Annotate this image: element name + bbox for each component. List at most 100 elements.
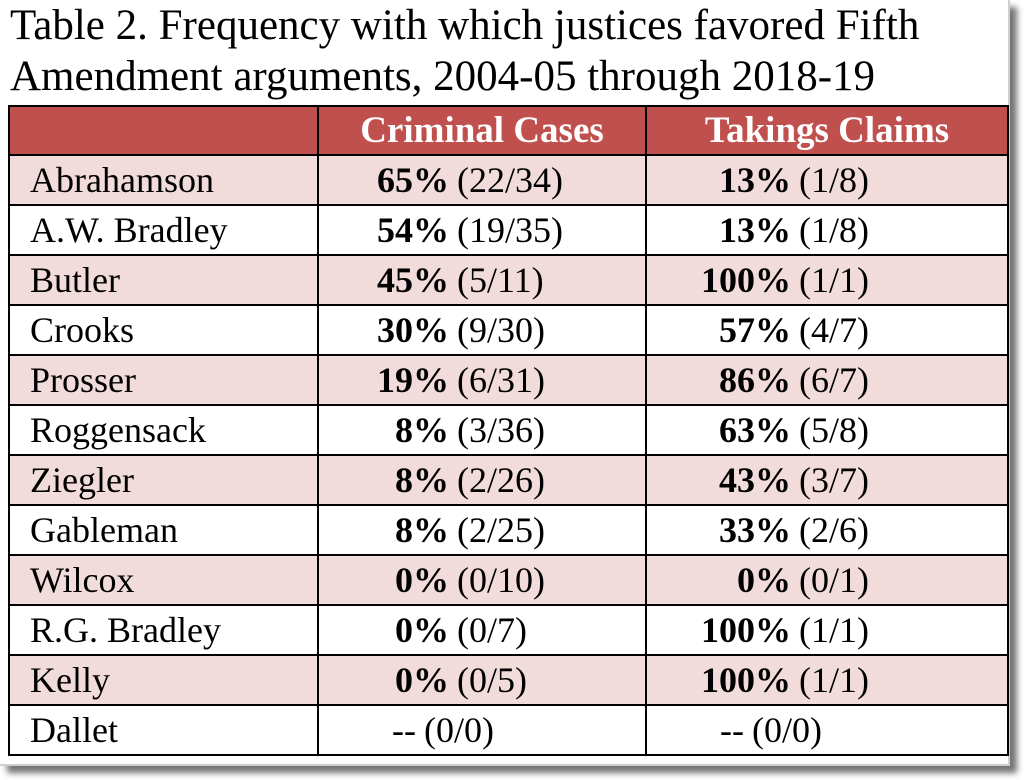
fraction-value: (19/35) [457, 210, 563, 250]
fraction-value: (0/7) [457, 610, 527, 650]
criminal-cases-cell: 0% (0/7) [317, 604, 647, 656]
table-figure: Table 2. Frequency with which justices f… [0, 0, 1010, 766]
justice-name: Wilcox [8, 554, 319, 606]
percent-value: -- [392, 710, 416, 750]
fraction-value: (5/11) [457, 260, 544, 300]
justice-name: A.W. Bradley [8, 204, 319, 256]
table-title: Table 2. Frequency with which justices f… [10, 0, 1005, 102]
justice-name: Abrahamson [8, 154, 319, 206]
percent-value: 0% [395, 610, 449, 650]
percent-value: 8% [395, 510, 449, 550]
percent-value: 13% [719, 160, 791, 200]
table-row: A.W. Bradley 54% (19/35) 13% (1/8) [8, 204, 1009, 256]
justice-name: Roggensack [8, 404, 319, 456]
fraction-value: (0/5) [457, 660, 527, 700]
percent-value: 19% [377, 360, 449, 400]
percent-value: 43% [719, 460, 791, 500]
fraction-value: (1/1) [799, 260, 869, 300]
percent-value: 54% [377, 210, 449, 250]
percent-value: 0% [395, 660, 449, 700]
table-row: Dallet -- (0/0) -- (0/0) [8, 704, 1009, 756]
justice-name: Gableman [8, 504, 319, 556]
fraction-value: (0/10) [457, 560, 545, 600]
percent-value: 86% [719, 360, 791, 400]
percent-value: 8% [395, 460, 449, 500]
criminal-cases-cell: -- (0/0) [317, 704, 647, 756]
takings-claims-cell: -- (0/0) [645, 704, 1009, 756]
fraction-value: (1/1) [799, 610, 869, 650]
justice-name: Kelly [8, 654, 319, 706]
percent-value: 8% [395, 410, 449, 450]
takings-claims-cell: 0% (0/1) [645, 554, 1009, 606]
percent-value: 13% [719, 210, 791, 250]
percent-value: 100% [701, 660, 791, 700]
fraction-value: (0/0) [752, 710, 822, 750]
header-takings-claims: Takings Claims [645, 105, 1009, 156]
criminal-cases-cell: 30% (9/30) [317, 304, 647, 356]
justice-name: Dallet [8, 704, 319, 756]
criminal-cases-cell: 19% (6/31) [317, 354, 647, 406]
percent-value: 57% [719, 310, 791, 350]
fraction-value: (9/30) [457, 310, 545, 350]
takings-claims-cell: 100% (1/1) [645, 604, 1009, 656]
criminal-cases-cell: 8% (2/25) [317, 504, 647, 556]
takings-claims-cell: 57% (4/7) [645, 304, 1009, 356]
fraction-value: (22/34) [457, 160, 563, 200]
table-row: R.G. Bradley 0% (0/7) 100% (1/1) [8, 604, 1009, 656]
header-criminal-cases: Criminal Cases [317, 105, 647, 156]
percent-value: 100% [701, 610, 791, 650]
criminal-cases-cell: 8% (2/26) [317, 454, 647, 506]
table-row: Prosser 19% (6/31) 86% (6/7) [8, 354, 1009, 406]
justice-name: Crooks [8, 304, 319, 356]
fraction-value: (1/8) [799, 160, 869, 200]
criminal-cases-cell: 0% (0/10) [317, 554, 647, 606]
table-row: Ziegler 8% (2/26) 43% (3/7) [8, 454, 1009, 506]
fraction-value: (1/1) [799, 660, 869, 700]
percent-value: 30% [377, 310, 449, 350]
justice-name: Ziegler [8, 454, 319, 506]
takings-claims-cell: 13% (1/8) [645, 154, 1009, 206]
fraction-value: (0/0) [424, 710, 494, 750]
fraction-value: (4/7) [799, 310, 869, 350]
justices-table: Criminal Cases Takings Claims Abrahamson… [8, 105, 1009, 756]
header-justice [8, 105, 319, 156]
takings-claims-cell: 100% (1/1) [645, 654, 1009, 706]
criminal-cases-cell: 45% (5/11) [317, 254, 647, 306]
takings-claims-cell: 63% (5/8) [645, 404, 1009, 456]
percent-value: 0% [395, 560, 449, 600]
percent-value: 45% [377, 260, 449, 300]
fraction-value: (2/6) [799, 510, 869, 550]
takings-claims-cell: 86% (6/7) [645, 354, 1009, 406]
fraction-value: (6/7) [799, 360, 869, 400]
criminal-cases-cell: 0% (0/5) [317, 654, 647, 706]
table-title-line-2: Amendment arguments, 2004-05 through 201… [10, 53, 876, 100]
fraction-value: (2/26) [457, 460, 545, 500]
table-row: Kelly 0% (0/5) 100% (1/1) [8, 654, 1009, 706]
table-row: Roggensack 8% (3/36) 63% (5/8) [8, 404, 1009, 456]
table-row: Crooks 30% (9/30) 57% (4/7) [8, 304, 1009, 356]
fraction-value: (1/8) [799, 210, 869, 250]
takings-claims-cell: 13% (1/8) [645, 204, 1009, 256]
table-row: Gableman 8% (2/25) 33% (2/6) [8, 504, 1009, 556]
table-row: Butler 45% (5/11) 100% (1/1) [8, 254, 1009, 306]
takings-claims-cell: 43% (3/7) [645, 454, 1009, 506]
percent-value: -- [720, 710, 744, 750]
table-title-line-1: Table 2. Frequency with which justices f… [10, 2, 920, 49]
criminal-cases-cell: 8% (3/36) [317, 404, 647, 456]
justice-name: R.G. Bradley [8, 604, 319, 656]
fraction-value: (5/8) [799, 410, 869, 450]
criminal-cases-cell: 54% (19/35) [317, 204, 647, 256]
fraction-value: (2/25) [457, 510, 545, 550]
table-row: Abrahamson 65% (22/34) 13% (1/8) [8, 154, 1009, 206]
justice-name: Prosser [8, 354, 319, 406]
takings-claims-cell: 100% (1/1) [645, 254, 1009, 306]
percent-value: 33% [719, 510, 791, 550]
header-row: Criminal Cases Takings Claims [8, 105, 1009, 156]
fraction-value: (3/7) [799, 460, 869, 500]
percent-value: 63% [719, 410, 791, 450]
fraction-value: (3/36) [457, 410, 545, 450]
fraction-value: (0/1) [799, 560, 869, 600]
percent-value: 0% [737, 560, 791, 600]
fraction-value: (6/31) [457, 360, 545, 400]
table-row: Wilcox 0% (0/10) 0% (0/1) [8, 554, 1009, 606]
